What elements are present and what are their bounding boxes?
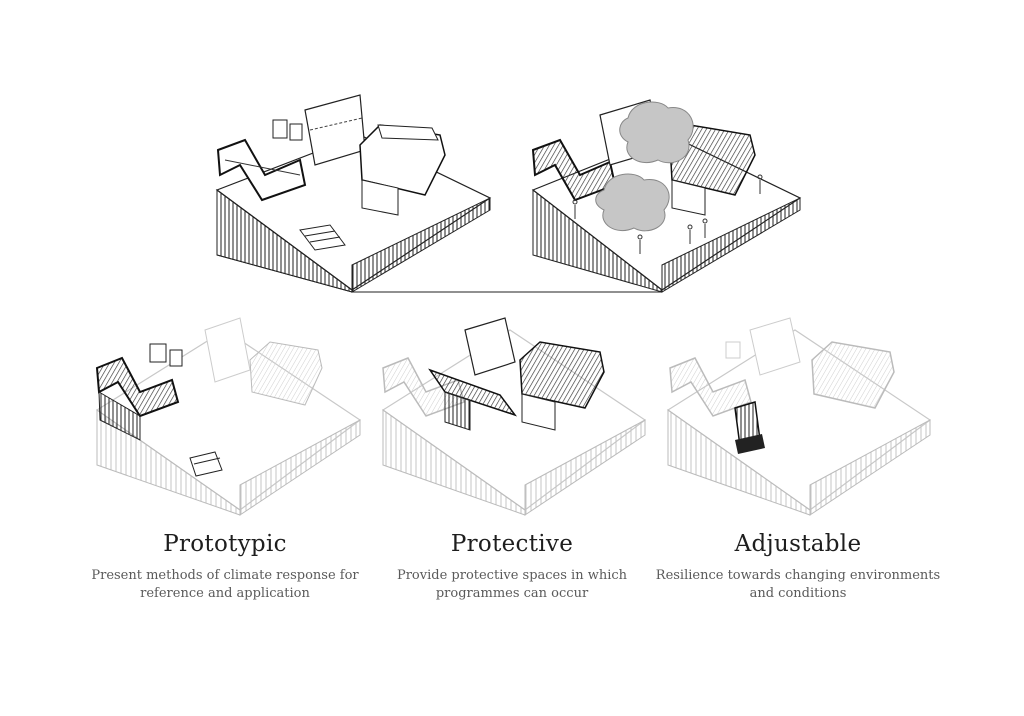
caption-body: Provide protective spaces in which progr… xyxy=(396,568,628,601)
caption-body: Present methods of climate response for … xyxy=(91,568,359,601)
caption-adjustable: Adjustable Resilience towards changing e… xyxy=(648,531,948,603)
axo-adjustable xyxy=(666,317,932,516)
caption-protective: Protective Provide protective spaces in … xyxy=(362,531,662,603)
caption-title: Adjustable xyxy=(734,531,862,557)
caption-prototypic: Prototypic Present methods of climate re… xyxy=(75,531,375,603)
axo-protective xyxy=(381,317,647,516)
axo-with-trees xyxy=(531,99,802,293)
axo-prototypic xyxy=(95,317,362,516)
caption-title: Protective xyxy=(450,531,574,557)
caption-body: Resilience towards changing environments… xyxy=(655,568,941,601)
caption-title: Prototypic xyxy=(163,531,287,557)
axo-linework xyxy=(215,94,492,293)
